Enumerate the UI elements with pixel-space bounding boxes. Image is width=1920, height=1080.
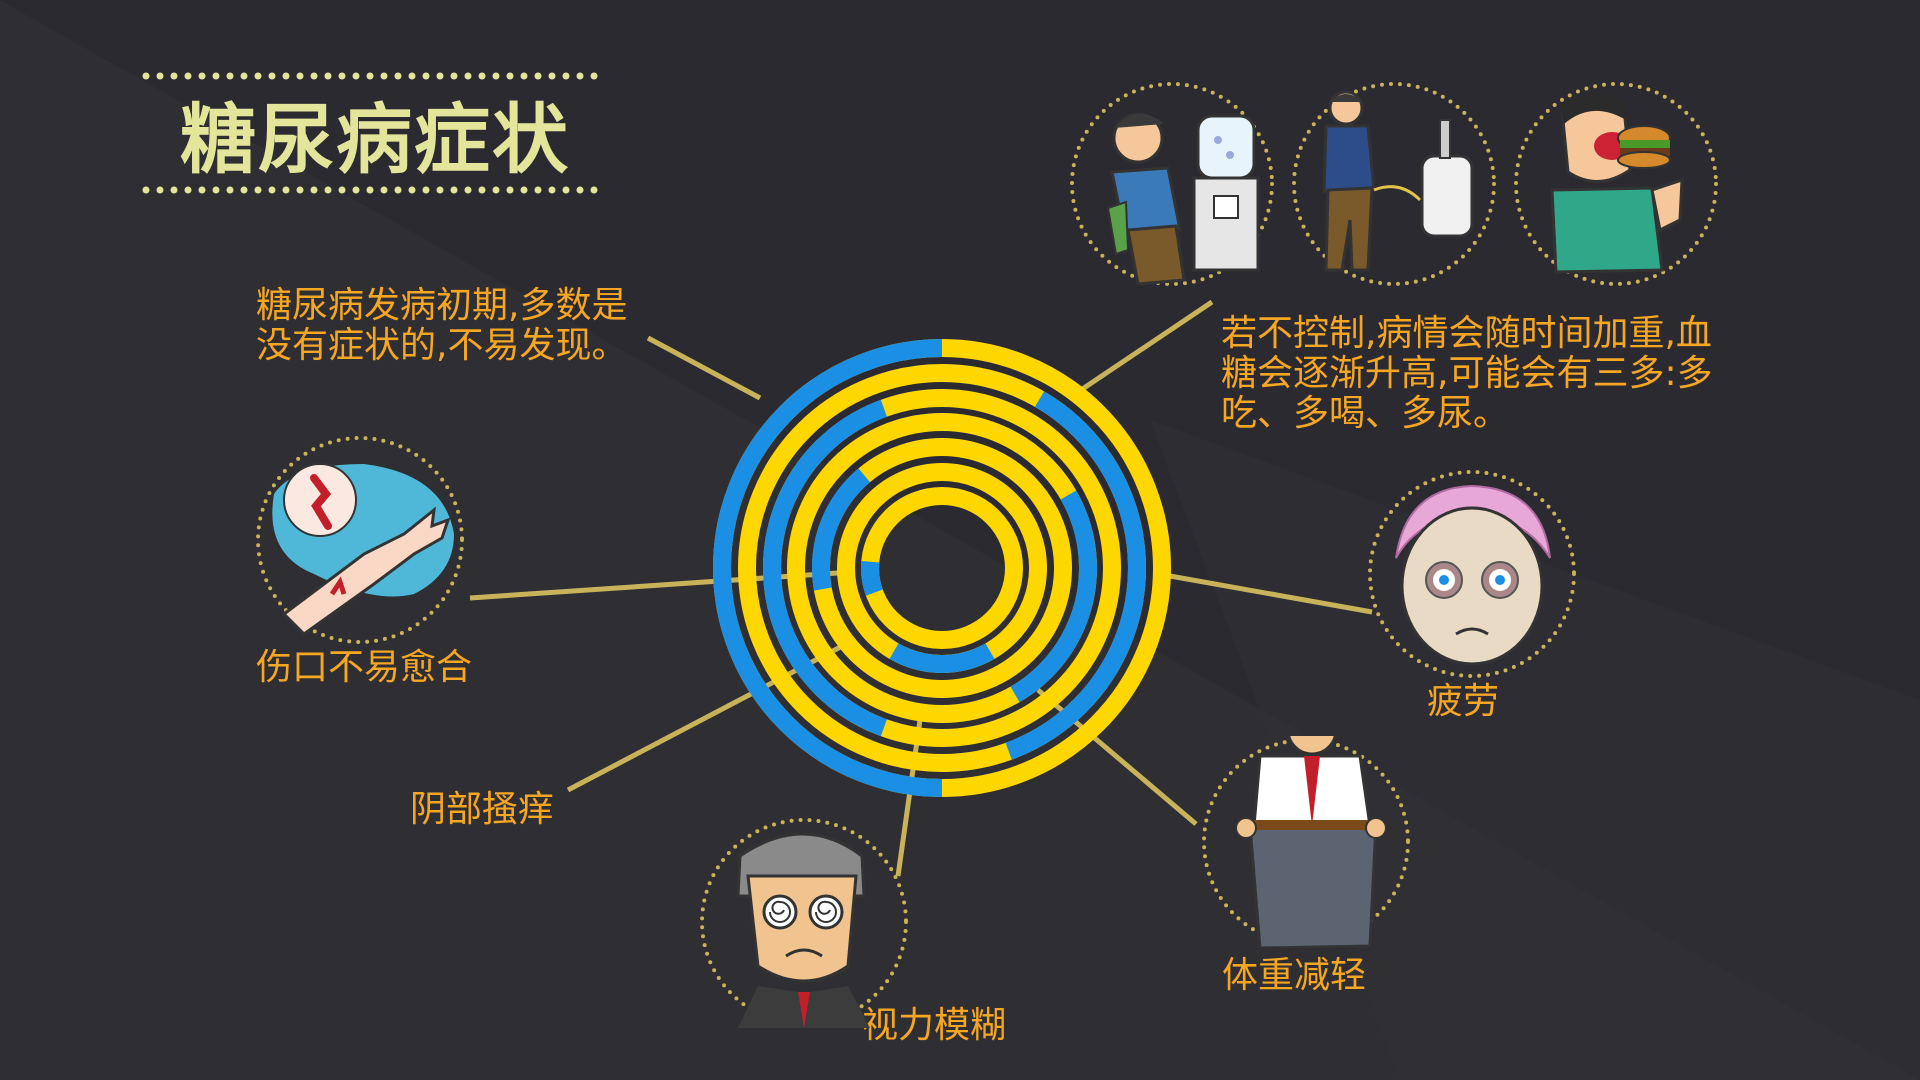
connector-fatigue	[1169, 573, 1373, 615]
wounded-arm-icon	[254, 434, 466, 646]
ring-5-blue-arc	[812, 468, 871, 591]
label-itching: 阴部搔痒	[410, 789, 555, 830]
ring-3-blue-arc	[763, 399, 887, 737]
connector-early	[646, 335, 762, 401]
man-at-urinal-icon	[1290, 80, 1498, 288]
ring-1-blue-arc	[713, 339, 943, 797]
ring-6-blue-arc	[889, 643, 995, 673]
connector-vision	[895, 719, 923, 877]
ring-7-blue-arc	[861, 560, 883, 596]
man-drinking-water-icon	[1068, 80, 1276, 288]
ring-2-blue-arc	[1005, 391, 1146, 760]
label-fatigue: 疲劳	[1427, 681, 1500, 722]
label-wound-healing: 伤口不易愈合	[256, 647, 473, 688]
loose-pants-man-icon	[1200, 736, 1412, 948]
label-blurred-vision: 视力模糊	[862, 1005, 1007, 1046]
tired-face-icon	[1366, 468, 1578, 680]
ring-4-blue-arc	[1010, 490, 1097, 703]
concentric-rings	[713, 339, 1171, 797]
label-early-stage: 糖尿病发病初期,多数是 没有症状的,不易发现。	[256, 285, 628, 366]
page-title: 糖尿病症状	[180, 95, 570, 184]
dizzy-man-icon	[698, 816, 910, 1028]
title-box: 糖尿病症状	[140, 68, 610, 198]
ring-7	[861, 487, 1023, 649]
label-weight-loss: 体重减轻	[1222, 955, 1367, 996]
label-uncontrolled: 若不控制,病情会随时间加重,血 糖会逐渐升高,可能会有三多:多 吃、多喝、多尿。	[1221, 313, 1713, 434]
man-eating-burger-icon	[1512, 80, 1720, 288]
connector-uncontrolled	[1070, 299, 1214, 399]
